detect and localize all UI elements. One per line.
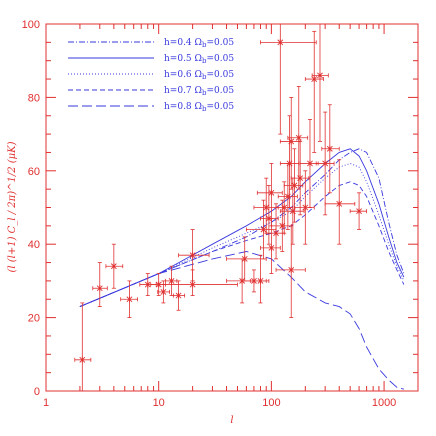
y-tick-label: 100	[22, 19, 40, 31]
y-axis-label: (l (l+1) C_l / 2π)^1/2 (μK)	[7, 141, 18, 272]
y-tick-label: 60	[28, 166, 40, 178]
data-point	[290, 141, 310, 216]
model-curve-3	[79, 163, 405, 308]
data-point	[275, 181, 294, 234]
data-point	[165, 265, 178, 296]
x-tick-label: 1	[43, 397, 49, 409]
data-point	[256, 163, 283, 227]
legend-item: h=0.5 Ωb=0.05	[68, 54, 234, 65]
legend-label: h=0.8 Ωb=0.05	[164, 102, 234, 113]
legend-label: h=0.7 Ωb=0.05	[164, 86, 234, 97]
model-curve-2	[79, 148, 405, 308]
x-axis-label: l	[230, 415, 233, 426]
data-point	[275, 225, 306, 319]
legend-item: h=0.6 Ωb=0.05	[68, 70, 234, 81]
data-point	[120, 280, 139, 319]
data-point	[265, 203, 285, 260]
data-point	[139, 273, 157, 296]
data-point	[283, 148, 304, 223]
x-tick-label: 10	[153, 397, 165, 409]
axis-ticks: 1 10 100 1000 0 20 40 60 80 100	[22, 19, 419, 409]
legend-item: h=0.7 Ωb=0.05	[68, 86, 234, 97]
data-point	[92, 262, 108, 307]
data-point	[321, 104, 340, 194]
data-point	[226, 236, 267, 282]
legend-label: h=0.4 Ωb=0.05	[164, 38, 234, 49]
legend-label: h=0.6 Ωb=0.05	[164, 70, 234, 81]
y-tick-label: 40	[28, 239, 40, 251]
data-point	[315, 111, 335, 216]
data-point	[74, 302, 92, 392]
y-tick-label: 0	[34, 386, 40, 398]
y-tick-label: 20	[28, 313, 40, 325]
data-point	[299, 119, 319, 208]
data-point	[158, 269, 238, 296]
data-point	[253, 177, 279, 234]
data-point	[279, 97, 301, 190]
legend-item: h=0.4 Ωb=0.05	[68, 38, 234, 49]
data-point	[304, 30, 324, 153]
data-point	[249, 254, 270, 304]
model-curves	[79, 148, 405, 390]
legend-item: h=0.8 Ωb=0.05	[68, 102, 234, 113]
legend: h=0.4 Ωb=0.05 h=0.5 Ωb=0.05 h=0.6 Ωb=0.05 h…	[68, 38, 234, 113]
x-tick-label: 100	[262, 397, 280, 409]
data-point	[172, 280, 186, 311]
data-point	[349, 192, 368, 230]
data-point	[260, 23, 317, 135]
y-tick-label: 80	[28, 92, 40, 104]
data-point	[311, 23, 329, 142]
data-point	[287, 85, 309, 190]
x-tick-label: 1000	[372, 397, 396, 409]
data-point	[178, 229, 210, 282]
model-curve-1	[79, 148, 405, 308]
data-point	[279, 115, 300, 208]
model-curve-4	[79, 181, 405, 308]
legend-label: h=0.5 Ωb=0.05	[164, 54, 234, 65]
model-curve-5	[79, 251, 405, 390]
data-point	[324, 159, 356, 245]
data-points	[74, 23, 368, 392]
data-point	[105, 243, 124, 289]
